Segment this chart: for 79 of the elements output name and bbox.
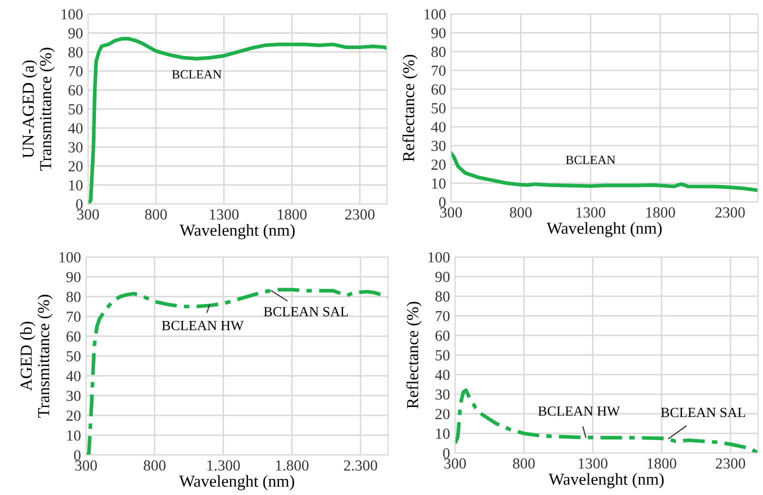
- y-tick-label: 10: [67, 430, 81, 441]
- x-tick-label: 300: [440, 207, 462, 218]
- line-series: [451, 151, 758, 192]
- y-tick-label: 40: [68, 123, 83, 134]
- y-tick-label: 100: [60, 252, 81, 262]
- annotation: BCLEAN: [566, 156, 616, 164]
- y-tick-label: 40: [66, 370, 81, 382]
- x-axis-title: Wavelenght (nm): [179, 475, 294, 490]
- x-tick-label: 300: [444, 458, 466, 469]
- x-tick-label: 1300: [578, 458, 608, 469]
- y-tick-label: 100: [428, 252, 450, 262]
- y-tick-label: 30: [68, 142, 83, 152]
- y-tick-label: 70: [68, 66, 83, 76]
- y-tick-label: 90: [431, 28, 446, 38]
- y-tick-label: 20: [432, 160, 446, 170]
- x-tick-label: 1.800: [276, 460, 309, 471]
- annotation: BCLEAN SAL: [660, 408, 745, 418]
- y-axis-title: Reflectance (%): [406, 302, 422, 408]
- annotation: BCLEAN SAL: [264, 307, 348, 316]
- y-axis-title: AGED (b) Transmittance (%): [20, 294, 53, 418]
- y-tick-label: 100: [62, 9, 83, 20]
- x-axis-title: Wavelenght (nm): [546, 222, 662, 238]
- annotation: BCLEAN HW: [162, 320, 244, 330]
- y-tick-label: 0: [439, 197, 446, 208]
- y-tick-label: 90: [435, 272, 450, 282]
- x-tick-label: 1800: [646, 207, 676, 218]
- y-tick-label: 60: [68, 85, 83, 96]
- y-tick-label: 10: [69, 180, 83, 190]
- y-tick-label: 80: [431, 46, 446, 58]
- y-tick-label: 90: [68, 28, 83, 38]
- x-axis-title: Wavelenght (nm): [548, 473, 664, 488]
- y-tick-label: 50: [436, 350, 450, 360]
- y-tick-label: 60: [436, 330, 450, 341]
- x-tick-label: 2300: [345, 209, 375, 220]
- y-tick-label: 40: [435, 370, 450, 380]
- y-tick-label: 70: [436, 310, 450, 322]
- y-axis-title: Reflectance (%): [402, 54, 418, 162]
- y-tick-label: 80: [68, 47, 83, 58]
- y-tick-label: 90: [66, 272, 81, 282]
- y-tick-label: 20: [68, 161, 83, 172]
- x-tick-label: 1800: [648, 458, 676, 469]
- y-tick-label: 30: [66, 390, 81, 402]
- x-axis-title: Wavelenght (nm): [180, 224, 295, 240]
- x-tick-label: 1300: [210, 209, 239, 220]
- y-tick-label: 100: [424, 9, 446, 20]
- y-tick-label: 30: [436, 389, 450, 400]
- x-tick-label: 2300: [715, 207, 745, 218]
- y-tick-label: 0: [74, 450, 81, 460]
- x-tick-label: 800: [512, 458, 535, 469]
- y-tick-label: 70: [432, 66, 446, 76]
- y-tick-label: 40: [431, 122, 446, 132]
- y-tick-label: 60: [432, 84, 446, 95]
- y-tick-label: 0: [443, 448, 450, 458]
- x-tick-label: 1800: [278, 209, 307, 220]
- annotation: BCLEAN: [172, 70, 222, 79]
- x-tick-label: 800: [510, 207, 532, 218]
- y-tick-label: 80: [435, 291, 450, 302]
- y-tick-label: 10: [436, 428, 450, 439]
- x-tick-label: 800: [144, 460, 166, 471]
- x-tick-label: 300: [75, 460, 97, 471]
- y-tick-label: 50: [68, 104, 83, 114]
- y-tick-label: 0: [76, 199, 83, 210]
- y-tick-label: 20: [66, 410, 81, 421]
- x-tick-label: 300: [77, 209, 99, 220]
- y-tick-label: 50: [66, 351, 81, 362]
- annotation: BCLEAN HW: [538, 406, 620, 416]
- y-tick-label: 60: [66, 331, 81, 342]
- y-tick-label: 50: [432, 103, 446, 114]
- y-tick-label: 70: [66, 312, 81, 322]
- y-tick-label: 30: [432, 140, 446, 152]
- x-tick-label: 2300: [716, 458, 746, 469]
- y-axis-title: UN-AGED (a) Transmittance (%): [22, 48, 55, 171]
- y-tick-label: 80: [66, 292, 81, 302]
- x-tick-label: 800: [145, 209, 167, 220]
- x-tick-label: 1300: [576, 207, 606, 218]
- x-tick-label: 1.300: [207, 460, 240, 471]
- x-tick-label: 2.300: [344, 460, 378, 471]
- y-tick-label: 20: [436, 408, 450, 420]
- y-tick-label: 10: [432, 178, 446, 189]
